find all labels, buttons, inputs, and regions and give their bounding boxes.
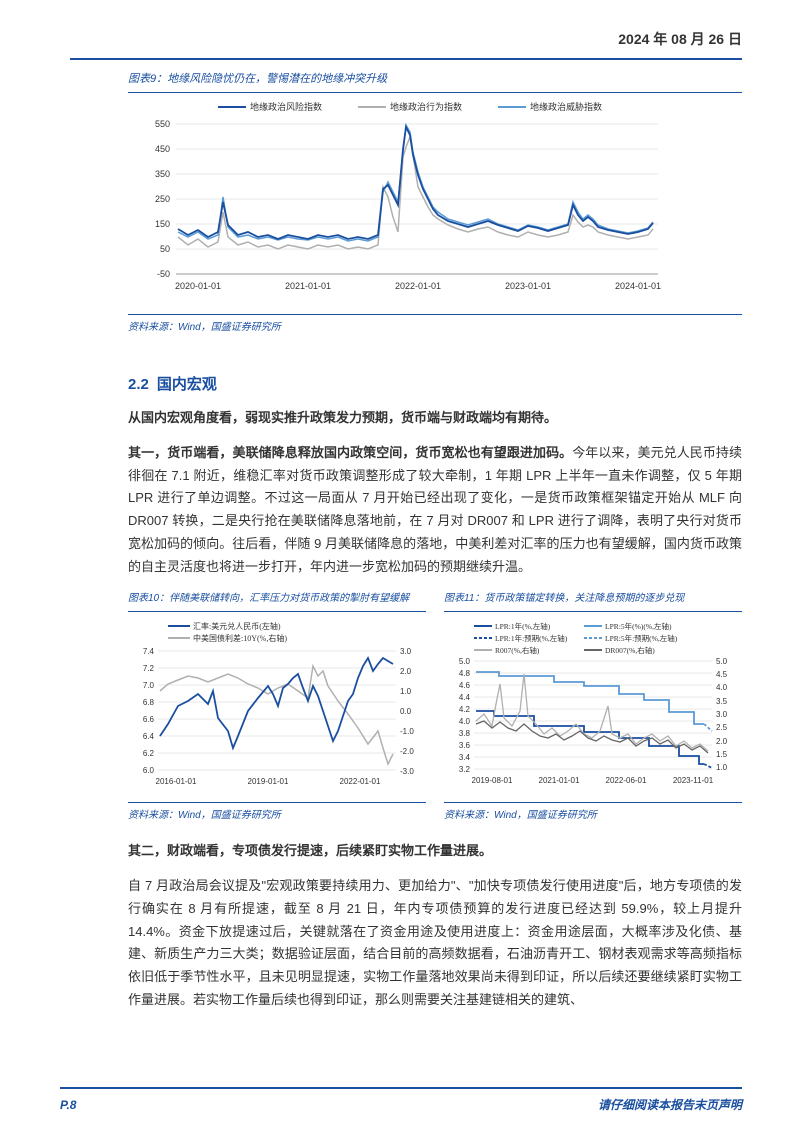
para-intro: 从国内宏观角度看，弱现实推升政策发力预期，货币端与财政端均有期待。	[128, 407, 742, 430]
svg-text:4.8: 4.8	[459, 669, 471, 678]
svg-text:4.0: 4.0	[459, 717, 471, 726]
svg-text:2021-01-01: 2021-01-01	[539, 776, 580, 785]
svg-text:2.0: 2.0	[400, 667, 412, 676]
svg-text:1.0: 1.0	[400, 687, 412, 696]
svg-text:2019-01-01: 2019-01-01	[248, 777, 289, 786]
svg-text:LPR:1年(%,左轴): LPR:1年(%,左轴)	[495, 621, 551, 631]
section-title: 国内宏观	[157, 376, 217, 393]
header-rule	[70, 58, 742, 60]
figure10-source: 资料来源：Wind，国盛证券研究所	[128, 807, 426, 824]
svg-text:4.5: 4.5	[716, 670, 728, 679]
figure10-title: 图表10：伴随美联储转向，汇率压力对货币政策的掣肘有望缓解	[128, 590, 426, 607]
svg-text:7.0: 7.0	[143, 681, 155, 690]
svg-text:1.0: 1.0	[716, 763, 728, 772]
svg-text:LPR:5年(%)(%,左轴): LPR:5年(%)(%,左轴)	[605, 621, 672, 631]
figure9-title: 图表9：地缘风险隐忧仍在，警惕潜在的地缘冲突升级	[70, 70, 742, 89]
svg-text:-3.0: -3.0	[400, 767, 414, 776]
svg-text:3.0: 3.0	[400, 647, 412, 656]
figure11-title: 图表11：货币政策锚定转换，关注降息预期的逐步兑现	[444, 590, 742, 607]
svg-text:150: 150	[155, 219, 170, 229]
page-footer: P.8 请仔细阅读本报告末页声明	[60, 1087, 742, 1115]
figure11-col: 图表11：货币政策锚定转换，关注降息预期的逐步兑现 LPR:1年(%,左轴) L…	[444, 590, 742, 824]
svg-text:6.4: 6.4	[143, 732, 155, 741]
figure10-chart: 汇率:美元兑人民币(左轴) 中美国债利差:10Y(%,右轴) 7.4 7.2 7…	[128, 611, 426, 803]
svg-text:50: 50	[160, 244, 170, 254]
svg-text:2019-08-01: 2019-08-01	[472, 776, 513, 785]
svg-text:2022-06-01: 2022-06-01	[606, 776, 647, 785]
svg-text:3.6: 3.6	[459, 741, 471, 750]
svg-text:7.4: 7.4	[143, 647, 155, 656]
svg-text:6.6: 6.6	[143, 715, 155, 724]
svg-text:6.8: 6.8	[143, 698, 155, 707]
svg-text:-1.0: -1.0	[400, 727, 414, 736]
two-col-charts: 图表10：伴随美联储转向，汇率压力对货币政策的掣肘有望缓解 汇率:美元兑人民币(…	[128, 590, 742, 824]
header-date: 2024 年 08 月 26 日	[70, 28, 742, 52]
svg-text:4.4: 4.4	[459, 693, 471, 702]
section-number: 2.2	[128, 376, 149, 393]
svg-text:3.4: 3.4	[459, 753, 471, 762]
fig9-legend-2: 地缘政治威胁指数	[530, 101, 602, 112]
svg-text:2022-01-01: 2022-01-01	[340, 777, 381, 786]
svg-text:2020-01-01: 2020-01-01	[175, 281, 221, 291]
para-monetary: 其一，货币端看，美联储降息释放国内政策空间，货币宽松也有望跟进加码。今年以来，美…	[128, 442, 742, 579]
para-fiscal-heading: 其二，财政端看，专项债发行提速，后续紧盯实物工作量进展。	[128, 840, 742, 863]
svg-text:2024-01-01: 2024-01-01	[615, 281, 661, 291]
svg-text:3.5: 3.5	[716, 697, 728, 706]
svg-text:DR007(%,右轴): DR007(%,右轴)	[605, 645, 655, 655]
fig9-legend-0: 地缘政治风险指数	[250, 101, 322, 112]
figure11-chart: LPR:1年(%,左轴) LPR:5年(%)(%,左轴) LPR:1年:预期(%…	[444, 611, 742, 803]
svg-text:3.0: 3.0	[716, 710, 728, 719]
svg-text:6.0: 6.0	[143, 766, 155, 775]
svg-text:2022-01-01: 2022-01-01	[395, 281, 441, 291]
svg-text:2023-01-01: 2023-01-01	[505, 281, 551, 291]
figure9-source: 资料来源：Wind，国盛证券研究所	[128, 319, 742, 336]
svg-text:中美国债利差:10Y(%,右轴): 中美国债利差:10Y(%,右轴)	[193, 633, 287, 643]
svg-text:3.8: 3.8	[459, 729, 471, 738]
svg-text:2021-01-01: 2021-01-01	[285, 281, 331, 291]
para-fiscal-body: 自 7 月政治局会议提及"宏观政策要持续用力、更加给力"、"加快专项债发行使用进…	[128, 875, 742, 1012]
svg-text:-50: -50	[157, 269, 170, 279]
svg-text:汇率:美元兑人民币(左轴): 汇率:美元兑人民币(左轴)	[193, 621, 281, 631]
svg-text:350: 350	[155, 169, 170, 179]
svg-text:4.2: 4.2	[459, 705, 471, 714]
svg-text:7.2: 7.2	[143, 664, 155, 673]
svg-text:550: 550	[155, 119, 170, 129]
svg-text:R007(%,右轴): R007(%,右轴)	[495, 645, 540, 655]
figure9-chart: 地缘政治风险指数 地缘政治行为指数 地缘政治威胁指数 550 450 350 2…	[128, 92, 742, 314]
svg-text:LPR:5年:预期(%,左轴): LPR:5年:预期(%,左轴)	[605, 633, 678, 643]
svg-text:3.2: 3.2	[459, 765, 471, 774]
para2-bold: 其一，货币端看，美联储降息释放国内政策空间，货币宽松也有望跟进加码。	[128, 445, 572, 460]
svg-text:450: 450	[155, 144, 170, 154]
figure10-col: 图表10：伴随美联储转向，汇率压力对货币政策的掣肘有望缓解 汇率:美元兑人民币(…	[128, 590, 426, 824]
svg-text:1.5: 1.5	[716, 750, 728, 759]
svg-text:LPR:1年:预期(%,左轴): LPR:1年:预期(%,左轴)	[495, 633, 568, 643]
svg-text:2.5: 2.5	[716, 723, 728, 732]
svg-text:4.6: 4.6	[459, 681, 471, 690]
footer-page-number: P.8	[60, 1095, 76, 1115]
svg-text:2.0: 2.0	[716, 737, 728, 746]
para2-rest: 今年以来，美元兑人民币持续徘徊在 7.1 附近，维稳汇率对货币政策调整形成了较大…	[128, 445, 742, 574]
section-2-2-header: 2.2 国内宏观	[128, 372, 742, 398]
svg-text:2023-11-01: 2023-11-01	[673, 776, 714, 785]
svg-text:6.2: 6.2	[143, 749, 155, 758]
footer-disclaimer: 请仔细阅读本报告末页声明	[598, 1095, 742, 1115]
svg-text:250: 250	[155, 194, 170, 204]
svg-text:5.0: 5.0	[716, 657, 728, 666]
fig9-legend-1: 地缘政治行为指数	[390, 101, 462, 112]
figure11-source: 资料来源：Wind，国盛证券研究所	[444, 807, 742, 824]
svg-text:2016-01-01: 2016-01-01	[156, 777, 197, 786]
svg-text:0.0: 0.0	[400, 707, 412, 716]
svg-text:5.0: 5.0	[459, 657, 471, 666]
svg-text:-2.0: -2.0	[400, 747, 414, 756]
svg-text:4.0: 4.0	[716, 683, 728, 692]
